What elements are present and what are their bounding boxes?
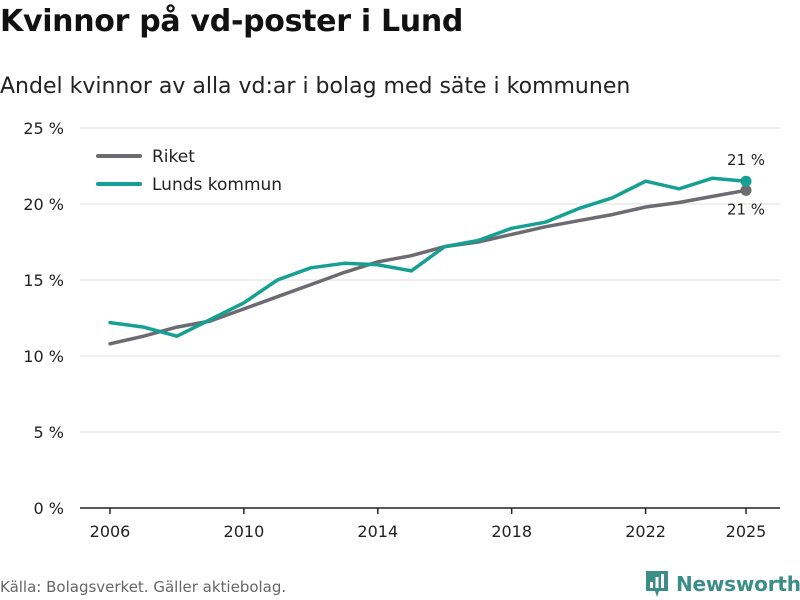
brand-logo[interactable]: Newsworthy (644, 568, 800, 600)
x-tick-label-2018: 2018 (491, 522, 532, 541)
x-axis: 2006 2010 2014 2018 2022 2025 (80, 507, 780, 541)
y-tick-label-25: 25 % (23, 119, 64, 138)
chart-title: Kvinnor på vd-poster i Lund (0, 4, 464, 39)
y-tick-label-15: 15 % (23, 271, 64, 290)
x-tick-label-2025: 2025 (726, 522, 767, 541)
series-line-riket (108, 188, 748, 346)
series-lines: 21 % 21 % (108, 151, 765, 346)
newsworthy-logo-icon (646, 571, 668, 597)
grid-lines (80, 127, 780, 433)
legend: Riket Lunds kommun (96, 147, 282, 195)
x-tick-label-2006: 2006 (90, 522, 131, 541)
source-note: Källa: Bolagsverket. Gäller aktiebolag. (0, 578, 287, 596)
y-tick-label-10: 10 % (23, 347, 64, 366)
y-tick-label-0: 0 % (34, 499, 64, 518)
series-end-label-riket: 21 % (727, 200, 765, 218)
series-end-marker-lunds-kommun (740, 175, 752, 187)
x-tick-label-2010: 2010 (224, 522, 265, 541)
chart-subtitle: Andel kvinnor av alla vd:ar i bolag med … (0, 74, 631, 99)
brand-name: Newsworthy (676, 572, 800, 596)
y-tick-label-5: 5 % (34, 423, 64, 442)
series-end-marker-riket (740, 184, 752, 196)
series-line-lunds-kommun (108, 176, 748, 338)
x-tick-label-2022: 2022 (625, 522, 666, 541)
x-tick-label-2014: 2014 (357, 522, 398, 541)
series-end-label-lunds-kommun: 21 % (727, 151, 765, 169)
legend-label-lunds-kommun: Lunds kommun (152, 175, 282, 195)
y-axis: 0 % 5 % 10 % 15 % 20 % 25 % (23, 119, 64, 518)
y-tick-label-20: 20 % (23, 195, 64, 214)
legend-label-riket: Riket (152, 147, 195, 167)
